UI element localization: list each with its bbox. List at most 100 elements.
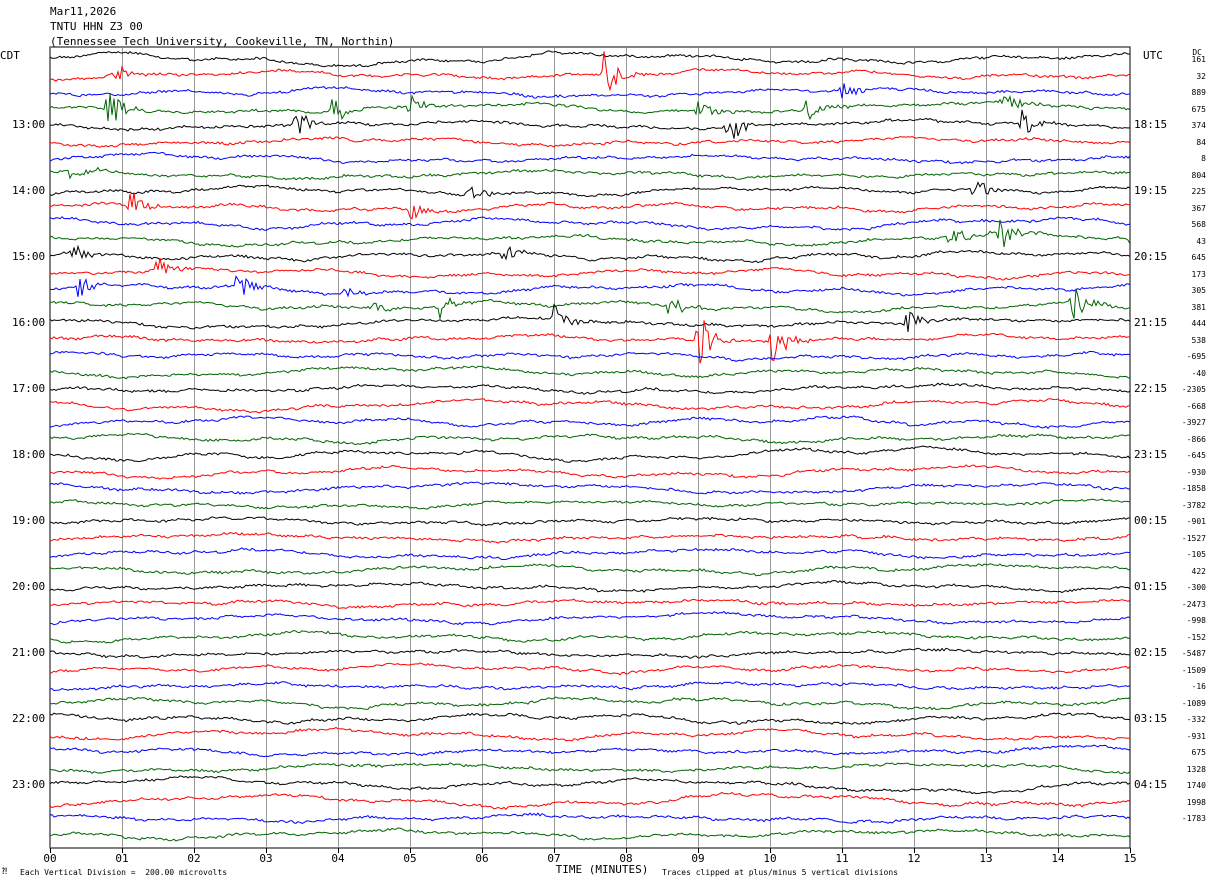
x-tick-label: 09	[691, 852, 705, 865]
scale-note: Each Vertical Division = 200.00 microvol…	[20, 868, 228, 877]
dc-offset-label: -1858	[1181, 484, 1206, 493]
dc-offset-label: -1783	[1181, 814, 1206, 823]
dc-offset-label: -931	[1186, 731, 1206, 741]
left-hour-label: 20:00	[12, 580, 46, 593]
x-tick-label: 08	[619, 852, 633, 865]
x-axis-label: TIME (MINUTES)	[555, 863, 649, 876]
trace-line-7	[49, 166, 1131, 181]
right-time-label: 03:15	[1134, 712, 1168, 725]
dc-offset-label: -3782	[1181, 500, 1206, 510]
dc-offset-label: 675	[1191, 104, 1206, 114]
trace-line-43	[49, 762, 1131, 775]
dc-offset-label: 381	[1191, 302, 1206, 312]
x-tick-label: 15	[1123, 852, 1137, 865]
trace-line-45	[49, 791, 1131, 811]
trace-line-19	[49, 365, 1131, 380]
date-title: Mar11,2026	[50, 5, 117, 18]
trace-line-27	[49, 498, 1131, 510]
right-time-label: 20:15	[1134, 250, 1168, 263]
dc-offset-label: 173	[1191, 269, 1206, 279]
right-time-label: 18:15	[1134, 118, 1168, 131]
trace-line-32	[49, 579, 1131, 594]
dc-offset-label: -866	[1186, 434, 1206, 444]
left-hour-label: 16:00	[12, 316, 46, 329]
trace-line-42	[49, 744, 1131, 758]
trace-line-0	[49, 50, 1131, 68]
dc-offset-label: -5487	[1181, 649, 1206, 658]
left-hour-label: 21:00	[12, 646, 46, 659]
right-time-label: 02:15	[1134, 646, 1168, 659]
dc-offset-label: -1089	[1181, 698, 1206, 708]
right-time-label: 01:15	[1134, 580, 1168, 593]
trace-line-8	[49, 181, 1131, 199]
trace-line-17	[49, 320, 1131, 364]
trace-line-35	[49, 629, 1131, 644]
trace-line-20	[49, 382, 1131, 395]
trace-line-5	[49, 135, 1131, 148]
trace-line-2	[49, 83, 1131, 99]
dc-offset-label: -901	[1186, 517, 1206, 526]
dc-offset-label: 645	[1191, 253, 1206, 262]
right-time-label: 19:15	[1134, 184, 1168, 197]
dc-offset-label: -300	[1186, 583, 1206, 592]
trace-line-33	[49, 598, 1131, 610]
x-tick-label: 14	[1051, 852, 1065, 865]
right-time-label: 23:15	[1134, 448, 1168, 461]
x-tick-label: 11	[835, 852, 849, 865]
dc-offset-label: 1328	[1186, 764, 1206, 774]
trace-line-15	[49, 288, 1131, 319]
trace-line-12	[49, 244, 1131, 264]
left-hour-label: 17:00	[12, 382, 46, 395]
trace-line-16	[49, 303, 1131, 333]
dc-offset-label: -332	[1186, 715, 1206, 724]
right-time-label: 22:15	[1134, 382, 1168, 395]
dc-header-label: DC	[1192, 48, 1202, 57]
plot-frame	[49, 46, 1131, 849]
trace-line-39	[49, 696, 1131, 711]
trace-line-1	[49, 51, 1131, 92]
trace-line-46	[49, 812, 1131, 824]
dc-offset-label: -16	[1191, 682, 1206, 691]
dc-offset-label: -695	[1186, 352, 1206, 361]
x-tick-label: 10	[763, 852, 777, 865]
right-time-label: 21:15	[1134, 316, 1168, 329]
trace-line-6	[49, 151, 1131, 165]
trace-line-36	[49, 647, 1131, 659]
x-tick-label: 03	[259, 852, 273, 865]
location-title: (Tennessee Tech University, Cookeville, …	[50, 35, 395, 48]
corner-mark: ⁈	[2, 867, 8, 877]
left-hour-label: 22:00	[12, 712, 46, 725]
trace-line-37	[49, 662, 1131, 676]
dc-offset-label: 43	[1196, 236, 1206, 246]
dc-offset-label: 374	[1191, 121, 1206, 130]
dc-offset-label: 225	[1191, 187, 1206, 196]
trace-line-10	[49, 216, 1130, 231]
right-timezone-label: UTC	[1143, 49, 1163, 62]
dc-offset-label: 568	[1191, 220, 1206, 229]
trace-line-4	[49, 109, 1131, 139]
right-time-label: 04:15	[1134, 778, 1168, 791]
dc-offset-label: -1527	[1181, 533, 1206, 543]
left-timezone-label: CDT	[0, 49, 20, 62]
dc-offset-label: 804	[1191, 170, 1206, 180]
dc-offset-label: 367	[1191, 203, 1206, 213]
x-tick-label: 02	[187, 852, 201, 865]
trace-line-26	[49, 481, 1131, 495]
trace-line-25	[49, 464, 1131, 480]
x-tick-label: 12	[907, 852, 921, 865]
clip-note: Traces clipped at plus/minus 5 vertical …	[662, 868, 899, 877]
dc-offset-label: -645	[1186, 451, 1206, 460]
dc-offset-label: -930	[1186, 467, 1206, 477]
left-hour-label: 19:00	[12, 514, 46, 527]
dc-offset-label: 8	[1201, 154, 1206, 163]
trace-line-47	[49, 827, 1131, 842]
dc-offset-label: 675	[1191, 748, 1206, 757]
x-tick-label: 05	[403, 852, 417, 865]
trace-line-23	[49, 432, 1131, 446]
trace-line-31	[49, 563, 1131, 577]
trace-line-14	[49, 275, 1131, 298]
left-hour-label: 18:00	[12, 448, 46, 461]
trace-line-3	[49, 93, 1131, 122]
trace-line-9	[49, 192, 1131, 220]
